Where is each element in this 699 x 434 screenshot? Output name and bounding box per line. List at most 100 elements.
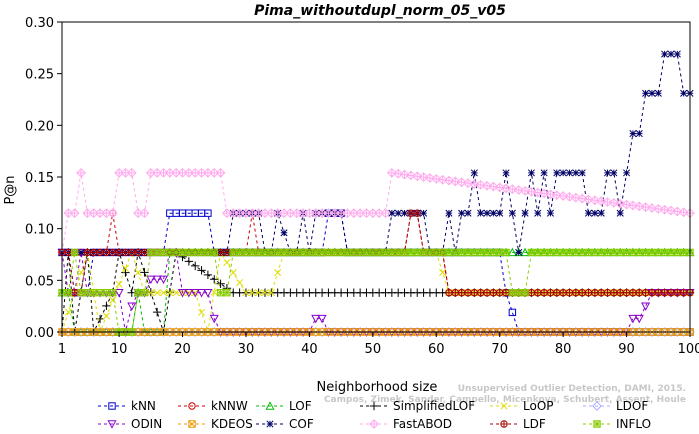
data-point-cof	[458, 209, 466, 217]
data-point-fastabod	[76, 167, 86, 178]
legend-marker	[265, 401, 275, 410]
data-point-inflo	[413, 248, 421, 257]
legend-marker	[108, 402, 116, 410]
data-point-inflo	[172, 248, 180, 257]
data-point-ldf	[648, 289, 656, 297]
data-point-ldf	[407, 209, 415, 217]
data-point-loop	[121, 264, 129, 272]
data-point-loop	[255, 289, 263, 297]
data-point-cof	[654, 89, 662, 97]
data-point-ldf	[546, 289, 555, 297]
data-point-inflo	[293, 248, 301, 257]
legend-item-loop: LoOP	[490, 399, 554, 413]
data-point-knn	[508, 308, 517, 317]
data-point-inflo	[629, 248, 637, 257]
legend-marker	[369, 401, 379, 411]
series-fastabod	[57, 167, 695, 258]
data-point-simplifiedlof	[121, 268, 130, 277]
series-line-cof	[62, 53, 690, 253]
data-point-cof	[629, 130, 637, 138]
data-point-loop	[236, 279, 244, 287]
data-point-cof	[527, 169, 535, 177]
data-point-ldf	[654, 289, 662, 297]
data-point-cof	[565, 169, 574, 177]
data-point-cof	[591, 209, 599, 217]
data-point-inflo	[489, 248, 498, 257]
legend-item-odin: ODIN	[98, 417, 162, 431]
data-point-inflo	[343, 248, 352, 257]
data-point-loop	[153, 289, 161, 297]
data-point-fastabod	[139, 208, 150, 219]
data-point-cof	[534, 209, 542, 217]
data-point-inflo	[248, 248, 257, 257]
data-point-inflo	[470, 248, 479, 257]
series-cof	[58, 50, 694, 256]
y-tick-label: 0.10	[25, 223, 54, 238]
data-point-odin	[197, 289, 207, 298]
data-point-inflo	[553, 248, 561, 257]
x-tick-label: 70	[491, 342, 508, 357]
plot-frame	[61, 21, 691, 333]
data-point-cof	[584, 209, 593, 217]
data-point-simplifiedlof	[191, 261, 200, 271]
data-point-simplifiedlof	[197, 266, 206, 275]
legend-label: LDOF	[616, 399, 648, 413]
data-point-ldf	[413, 209, 421, 217]
legend-item-ldf: LDF	[490, 417, 546, 431]
data-point-ldf	[553, 289, 561, 297]
data-point-cof	[388, 209, 396, 217]
x-tick-label: 20	[174, 342, 191, 357]
data-point-knn	[204, 209, 212, 217]
data-point-inflo	[546, 248, 555, 257]
data-point-loop	[261, 289, 269, 297]
data-point-ldf	[679, 289, 688, 297]
data-point-cof	[553, 169, 561, 177]
data-point-ldf	[476, 289, 485, 297]
data-point-inflo	[235, 248, 244, 257]
legend-label: LoOP	[523, 399, 554, 413]
data-point-inflo	[559, 248, 567, 257]
legend-item-ldof: LDOF	[583, 399, 648, 413]
data-point-simplifiedlof	[203, 270, 213, 280]
y-tick-label: 0.15	[25, 171, 54, 186]
data-point-inflo	[464, 248, 472, 257]
data-point-inflo	[286, 248, 295, 257]
data-point-inflo	[147, 248, 155, 257]
data-point-cof	[489, 209, 497, 217]
data-point-fastabod	[126, 167, 137, 178]
data-point-inflo	[331, 248, 339, 257]
data-point-simplifiedlof	[210, 275, 219, 284]
legend-item-lof: LOF	[256, 399, 312, 413]
data-point-inflo	[565, 248, 574, 257]
data-point-odin	[190, 289, 200, 298]
y-tick-label: 0.00	[25, 326, 54, 341]
data-point-simplifiedlof	[95, 314, 105, 324]
data-point-ldf	[572, 289, 580, 297]
data-point-inflo	[109, 289, 117, 297]
data-point-inflo	[229, 248, 237, 257]
data-point-fastabod	[107, 208, 118, 219]
data-point-inflo	[635, 248, 643, 257]
data-point-inflo	[597, 248, 605, 257]
data-point-inflo	[375, 248, 383, 257]
legend-label: SimplifiedLOF	[393, 399, 475, 413]
data-point-ldf	[115, 248, 123, 257]
data-point-cof	[477, 209, 485, 217]
data-point-odin	[311, 314, 321, 324]
data-point-inflo	[457, 248, 466, 257]
data-point-inflo	[667, 248, 675, 257]
data-point-inflo	[679, 248, 688, 257]
data-point-inflo	[584, 248, 593, 257]
data-point-inflo	[400, 248, 409, 257]
legend-item-fastabod: FastABOD	[360, 417, 452, 431]
data-point-inflo	[305, 248, 314, 257]
data-point-inflo	[140, 289, 149, 297]
x-tick-label: 60	[428, 342, 445, 357]
legend-item-knnw: kNNW	[178, 399, 248, 413]
data-point-loop	[267, 289, 275, 297]
data-point-ldf	[83, 248, 92, 257]
data-point-odin	[152, 275, 162, 285]
data-point-odin	[317, 314, 327, 324]
data-point-cof	[680, 89, 688, 97]
data-point-inflo	[445, 248, 453, 257]
